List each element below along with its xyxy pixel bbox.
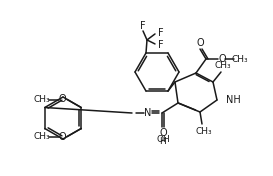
Text: CH₃: CH₃ (34, 95, 51, 104)
Text: OH: OH (156, 136, 170, 144)
Text: O: O (58, 95, 66, 105)
Text: CH₃: CH₃ (232, 55, 248, 64)
Text: O: O (196, 38, 204, 48)
Text: CH₃: CH₃ (34, 132, 51, 141)
Text: O: O (159, 128, 167, 138)
Text: F: F (158, 28, 164, 38)
Text: CH₃: CH₃ (215, 61, 231, 71)
Text: CH₃: CH₃ (196, 127, 212, 136)
Text: H: H (160, 137, 166, 146)
Text: O: O (218, 54, 226, 64)
Text: NH: NH (226, 95, 241, 105)
Text: F: F (158, 40, 164, 50)
Text: N: N (144, 108, 152, 118)
Text: F: F (140, 21, 146, 31)
Text: O: O (58, 131, 66, 142)
